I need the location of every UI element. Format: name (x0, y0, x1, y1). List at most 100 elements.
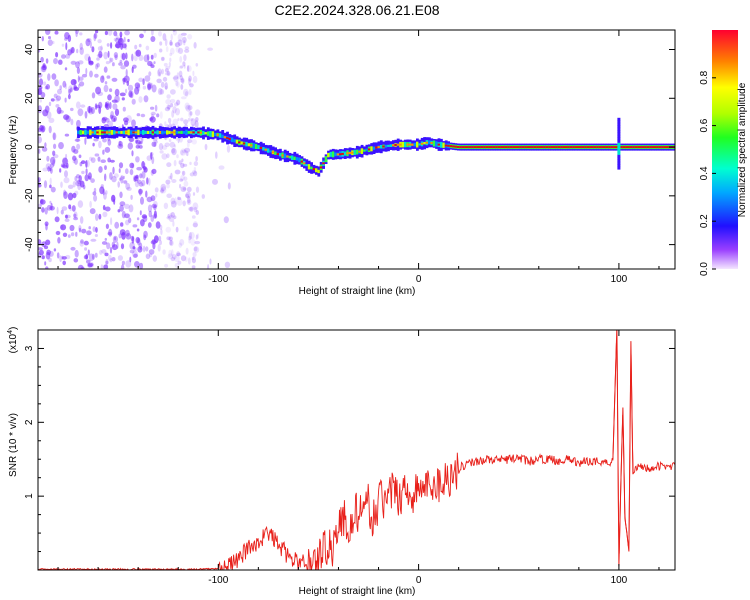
noise-point (122, 43, 127, 49)
noise-point (195, 234, 198, 240)
noise-point (150, 64, 155, 68)
noise-point (91, 46, 95, 53)
ridge-core (473, 146, 477, 149)
noise-point (184, 49, 190, 53)
ridge-core (336, 153, 340, 156)
ridge-inner (274, 151, 277, 155)
noise-point (185, 104, 191, 112)
noise-point (192, 70, 195, 77)
noise-point (147, 83, 152, 91)
noise-point (169, 52, 172, 57)
ridge-core (461, 146, 465, 149)
noise-point (141, 179, 146, 187)
noise-point (71, 145, 76, 153)
spectrogram-frame (37, 29, 676, 270)
noise-point (129, 249, 135, 254)
noise-point (166, 94, 171, 99)
noise-point (83, 184, 86, 190)
snr-x-axis-label: Height of straight line (km) (299, 586, 416, 597)
noise-point (107, 50, 110, 58)
noise-point (123, 180, 128, 185)
noise-point (103, 84, 109, 93)
noise-point (63, 177, 70, 184)
noise-point (105, 61, 110, 65)
ridge-core (375, 146, 378, 149)
ridge-inner (209, 131, 213, 137)
noise-point (134, 87, 140, 95)
noise-point (65, 153, 68, 160)
ridge-inner (149, 130, 152, 134)
noise-point (177, 39, 183, 46)
noise-point (92, 226, 96, 233)
noise-point (87, 262, 94, 267)
spectrogram-x-tick-label: 0 (416, 274, 422, 285)
snr-x-tick-label: 100 (611, 575, 628, 586)
ridge-core (581, 146, 585, 149)
noise-point (187, 257, 191, 265)
noise-point (193, 246, 198, 252)
noise-point (138, 182, 144, 187)
noise-point (173, 74, 179, 83)
noise-point (193, 167, 197, 172)
noise-point (195, 117, 199, 122)
noise-point (224, 261, 231, 268)
noise-point (101, 241, 108, 245)
snr-x-tick-label: 0 (416, 575, 422, 586)
noise-point (89, 41, 92, 49)
noise-point (74, 158, 78, 165)
noise-point (47, 166, 51, 172)
noise-point (138, 188, 143, 195)
noise-point (66, 162, 69, 169)
noise-point (85, 253, 89, 260)
ridge-core (658, 146, 662, 149)
noise-point (98, 106, 102, 114)
noise-point (77, 264, 84, 269)
noise-point (169, 41, 173, 46)
ridge-core (536, 146, 539, 149)
noise-point (164, 68, 169, 73)
ridge-core (545, 146, 549, 149)
ridge-inner (77, 130, 80, 135)
noise-point (61, 206, 68, 211)
noise-point (95, 227, 98, 233)
noise-point (170, 212, 175, 218)
noise-point (77, 182, 82, 191)
noise-point (162, 249, 166, 255)
noise-point (73, 211, 78, 219)
noise-point (116, 37, 122, 41)
noise-point (164, 85, 168, 90)
ridge-core (216, 133, 220, 136)
noise-point (204, 143, 208, 151)
noise-point (141, 214, 148, 219)
noise-point (119, 59, 123, 64)
noise-point (188, 232, 192, 240)
ridge-core (608, 146, 612, 149)
noise-point (121, 260, 125, 266)
noise-point (41, 255, 45, 260)
ridge-core (543, 146, 547, 149)
noise-point (77, 60, 84, 65)
noise-point (181, 170, 184, 175)
noise-point (89, 208, 96, 215)
ridge-core (641, 146, 645, 149)
noise-point (100, 75, 105, 83)
noise-point (188, 110, 192, 118)
noise-point (125, 69, 128, 77)
noise-point (186, 151, 189, 157)
noise-point (134, 82, 141, 89)
noise-point (79, 42, 83, 51)
noise-point (104, 206, 111, 212)
noise-point (180, 65, 184, 69)
ridge-inner (84, 129, 88, 136)
noise-point (61, 255, 64, 260)
ridge-core (425, 141, 429, 144)
ridge-inner (288, 155, 292, 159)
noise-point (111, 77, 118, 82)
noise-point (117, 255, 123, 261)
noise-point (79, 47, 84, 55)
ridge-core (341, 152, 345, 155)
noise-point (139, 173, 143, 179)
noise-point (169, 212, 173, 218)
noise-point (90, 238, 97, 242)
noise-point (140, 196, 144, 205)
